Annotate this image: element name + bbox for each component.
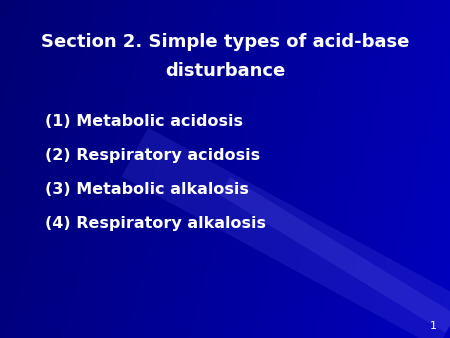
Text: (2) Respiratory acidosis: (2) Respiratory acidosis <box>45 148 260 163</box>
Text: (4) Respiratory alkalosis: (4) Respiratory alkalosis <box>45 216 266 231</box>
Text: (3) Metabolic alkalosis: (3) Metabolic alkalosis <box>45 182 249 197</box>
Text: Section 2. Simple types of acid-base: Section 2. Simple types of acid-base <box>41 33 409 51</box>
Text: 1: 1 <box>429 321 436 331</box>
Text: disturbance: disturbance <box>165 62 285 80</box>
Text: (1) Metabolic acidosis: (1) Metabolic acidosis <box>45 114 243 129</box>
